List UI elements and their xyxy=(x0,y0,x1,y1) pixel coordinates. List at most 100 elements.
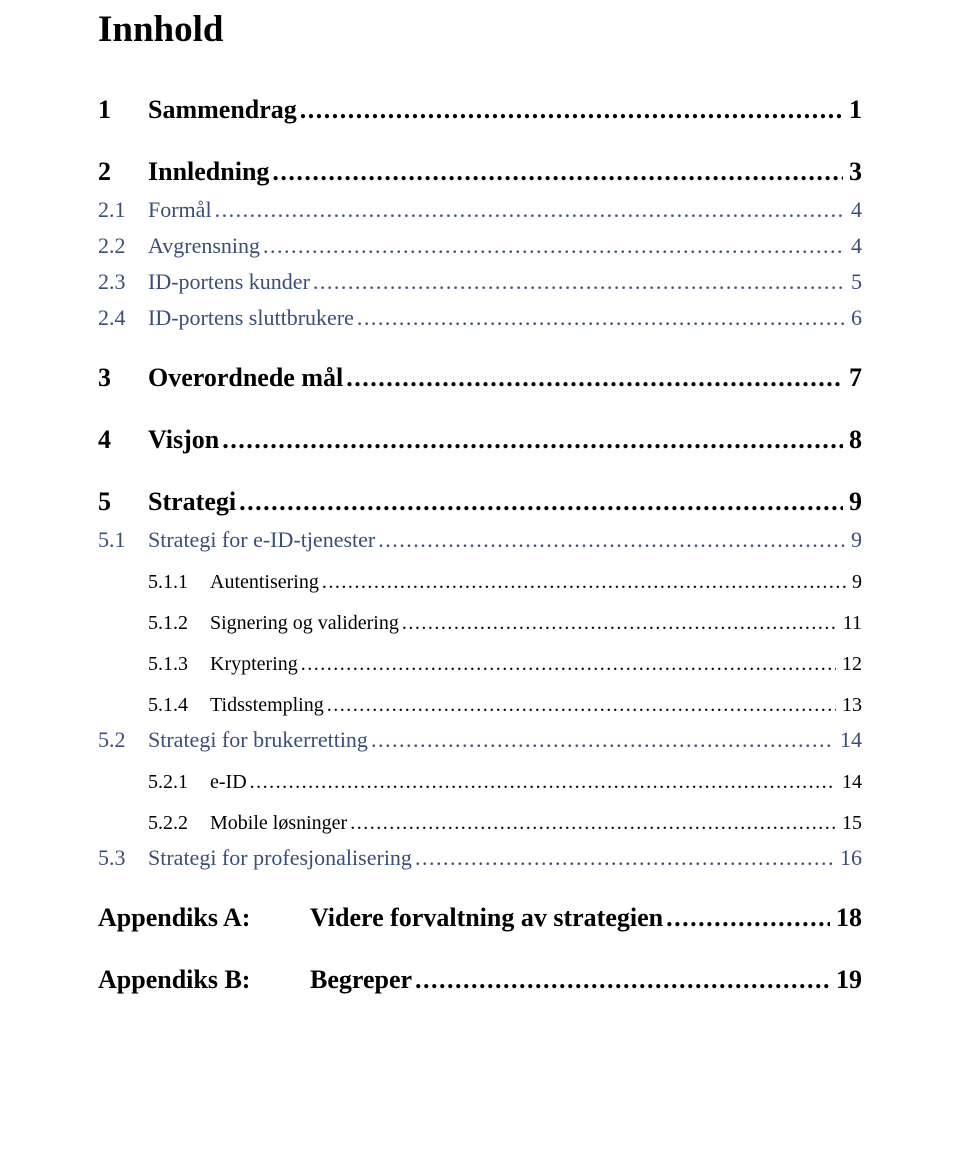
toc-leader-dots: ........................................… xyxy=(260,233,845,259)
toc-entry-number: 5.2 xyxy=(98,727,148,753)
toc-leader-dots: ........................................… xyxy=(297,95,843,125)
toc-entry-number: 3 xyxy=(98,363,148,393)
toc-leader-dots: ........................................… xyxy=(298,653,836,676)
toc-entry[interactable]: 2.1Formål...............................… xyxy=(98,197,862,223)
toc-entry-page: 9 xyxy=(845,527,862,553)
toc-entry-page: 14 xyxy=(836,771,862,794)
toc-leader-dots: ........................................… xyxy=(219,425,843,455)
toc-entry-page: 19 xyxy=(830,965,862,995)
toc-entry[interactable]: 3Overordnede mål........................… xyxy=(98,363,862,393)
toc-leader-dots: ........................................… xyxy=(354,305,845,331)
toc-entry-label: Begreper xyxy=(310,965,412,995)
toc-entry-page: 18 xyxy=(830,903,862,933)
toc-entry-page: 3 xyxy=(843,157,862,187)
toc-entry[interactable]: 5.2.1e-ID...............................… xyxy=(98,771,862,794)
toc-entry-label: Autentisering xyxy=(210,571,319,594)
toc-entry-label: Strategi for e-ID-tjenester xyxy=(148,527,375,553)
toc-entry-page: 15 xyxy=(836,812,862,835)
toc-entry-page: 6 xyxy=(845,305,862,331)
toc-entry-label: Kryptering xyxy=(210,653,298,676)
toc-entry-number: 5 xyxy=(98,487,148,517)
toc-page: Innhold 1Sammendrag.....................… xyxy=(0,0,960,1015)
toc-entry-label: Videre forvaltning av strategien xyxy=(310,903,663,933)
toc-leader-dots: ........................................… xyxy=(347,812,836,835)
toc-entry-label: Strategi xyxy=(148,487,236,517)
toc-entry-page: 4 xyxy=(845,197,862,223)
toc-entry-label: e-ID xyxy=(210,771,247,794)
toc-entry-number: 5.1.3 xyxy=(148,653,210,676)
toc-leader-dots: ........................................… xyxy=(343,363,843,393)
toc-entry[interactable]: 5Strategi...............................… xyxy=(98,487,862,517)
toc-leader-dots: ........................................… xyxy=(399,612,837,635)
toc-leader-dots: ........................................… xyxy=(663,903,830,933)
toc-entry-number: 2.1 xyxy=(98,197,148,223)
page-title: Innhold xyxy=(98,8,862,51)
toc-entry[interactable]: 5.3Strategi for profesjonalisering......… xyxy=(98,845,862,871)
toc-entry-page: 9 xyxy=(846,571,862,594)
toc-entry[interactable]: 2.4ID-portens sluttbrukere..............… xyxy=(98,305,862,331)
toc-entry-page: 14 xyxy=(834,727,862,753)
toc-entry-label: Overordnede mål xyxy=(148,363,343,393)
toc-entry-label: ID-portens kunder xyxy=(148,269,310,295)
toc-entry[interactable]: 5.1.1Autentisering......................… xyxy=(98,571,862,594)
toc-leader-dots: ........................................… xyxy=(212,197,845,223)
toc-entry-number: 5.3 xyxy=(98,845,148,871)
toc-entry[interactable]: Appendiks A:Videre forvaltning av strate… xyxy=(98,903,862,933)
toc-entry-label: Avgrensning xyxy=(148,233,260,259)
toc-entry-label: Visjon xyxy=(148,425,219,455)
toc-entry-page: 13 xyxy=(836,694,862,717)
toc-entry-page: 1 xyxy=(843,95,862,125)
toc-leader-dots: ........................................… xyxy=(324,694,836,717)
toc-entry-label: Tidsstempling xyxy=(210,694,324,717)
toc-entry-number: 5.2.2 xyxy=(148,812,210,835)
toc-entry-number: 5.1 xyxy=(98,527,148,553)
toc-entry-number: 2.4 xyxy=(98,305,148,331)
toc-entry[interactable]: 5.2.2Mobile løsninger...................… xyxy=(98,812,862,835)
toc-entry-page: 8 xyxy=(843,425,862,455)
toc-leader-dots: ........................................… xyxy=(412,965,830,995)
toc-entry-label: Strategi for brukerretting xyxy=(148,727,368,753)
toc-entry-number: 1 xyxy=(98,95,148,125)
toc-entry[interactable]: 5.1.3Kryptering.........................… xyxy=(98,653,862,676)
toc-entry-number: 5.1.4 xyxy=(148,694,210,717)
toc-entry-label: Mobile løsninger xyxy=(210,812,347,835)
toc-entry-number: Appendiks A: xyxy=(98,903,310,933)
toc-leader-dots: ........................................… xyxy=(269,157,843,187)
toc-entry-label: Signering og validering xyxy=(210,612,399,635)
toc-entry-number: Appendiks B: xyxy=(98,965,310,995)
toc-entry[interactable]: 5.1Strategi for e-ID-tjenester..........… xyxy=(98,527,862,553)
toc-entry[interactable]: 5.2Strategi for brukerretting...........… xyxy=(98,727,862,753)
toc-entry-number: 4 xyxy=(98,425,148,455)
toc-leader-dots: ........................................… xyxy=(319,571,846,594)
toc-entry-number: 5.2.1 xyxy=(148,771,210,794)
toc-entry[interactable]: 5.1.4Tidsstempling......................… xyxy=(98,694,862,717)
toc-entry-label: Strategi for profesjonalisering xyxy=(148,845,412,871)
toc-list: 1Sammendrag.............................… xyxy=(98,95,862,995)
toc-entry-page: 11 xyxy=(837,612,862,635)
toc-entry-label: Sammendrag xyxy=(148,95,297,125)
toc-entry[interactable]: 5.1.2Signering og validering............… xyxy=(98,612,862,635)
toc-leader-dots: ........................................… xyxy=(236,487,843,517)
toc-entry-label: ID-portens sluttbrukere xyxy=(148,305,354,331)
toc-entry-page: 16 xyxy=(834,845,862,871)
toc-entry-page: 5 xyxy=(845,269,862,295)
toc-entry-number: 2.3 xyxy=(98,269,148,295)
toc-leader-dots: ........................................… xyxy=(412,845,834,871)
toc-entry[interactable]: 2.3ID-portens kunder....................… xyxy=(98,269,862,295)
toc-leader-dots: ........................................… xyxy=(375,527,845,553)
toc-leader-dots: ........................................… xyxy=(368,727,834,753)
toc-entry[interactable]: 1Sammendrag.............................… xyxy=(98,95,862,125)
toc-entry-number: 5.1.2 xyxy=(148,612,210,635)
toc-entry[interactable]: 4Visjon.................................… xyxy=(98,425,862,455)
toc-entry-page: 9 xyxy=(843,487,862,517)
toc-entry[interactable]: Appendiks B:Begreper....................… xyxy=(98,965,862,995)
toc-leader-dots: ........................................… xyxy=(247,771,836,794)
toc-entry-number: 2 xyxy=(98,157,148,187)
toc-entry[interactable]: 2Innledning.............................… xyxy=(98,157,862,187)
toc-entry-page: 12 xyxy=(836,653,862,676)
toc-entry-number: 2.2 xyxy=(98,233,148,259)
toc-entry-label: Formål xyxy=(148,197,212,223)
toc-leader-dots: ........................................… xyxy=(310,269,845,295)
toc-entry-number: 5.1.1 xyxy=(148,571,210,594)
toc-entry[interactable]: 2.2Avgrensning..........................… xyxy=(98,233,862,259)
